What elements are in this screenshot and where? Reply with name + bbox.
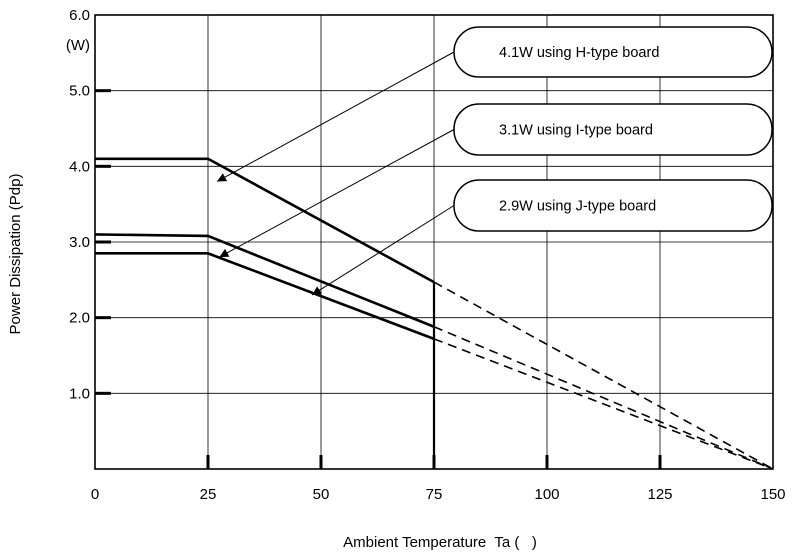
callout-label-2: 2.9W using J-type board xyxy=(499,199,656,215)
x-tick-label-125: 125 xyxy=(647,486,672,503)
y-tick-label-4: 4.0 xyxy=(69,158,90,175)
series-extrapolation-1 xyxy=(433,326,774,470)
callout-arrow-2 xyxy=(311,205,455,296)
series-line-1 xyxy=(94,233,435,328)
y-axis-unit: (W) xyxy=(66,37,90,54)
x-tick-label-50: 50 xyxy=(313,486,330,503)
x-tick-label-25: 25 xyxy=(200,486,217,503)
y-tick-label-5: 5.0 xyxy=(69,83,90,100)
y-axis-label: Power Dissipation (Pdp) xyxy=(7,174,24,335)
x-tick-label-150: 150 xyxy=(760,486,785,503)
callout-arrow-1 xyxy=(219,129,455,258)
x-tick-label-0: 0 xyxy=(91,486,99,503)
callouts: 4.1W using H-type board 3.1W using I-type… xyxy=(216,26,773,296)
series-extrapolation-2 xyxy=(433,338,774,470)
x-tick-label-100: 100 xyxy=(534,486,559,503)
tick-labels: 0 25 50 75 100 125 150 1.0 2.0 3.0 4.0 5.0 6.0 xyxy=(69,7,785,503)
series-line-2 xyxy=(95,252,435,341)
y-tick-label-1: 1.0 xyxy=(69,385,90,402)
series-line-0 xyxy=(95,157,435,284)
plot-series xyxy=(94,157,774,470)
callout-label-1: 3.1W using I-type board xyxy=(499,123,653,139)
x-axis-label: Ambient Temperature Ta ( ) xyxy=(343,534,537,551)
y-tick-label-6: 6.0 xyxy=(69,7,90,24)
callout-arrow-0 xyxy=(216,51,455,182)
series-extrapolation-0 xyxy=(433,281,774,470)
y-tick-label-3: 3.0 xyxy=(69,234,90,251)
y-tick-label-2: 2.0 xyxy=(69,310,90,327)
callout-label-0: 4.1W using H-type board xyxy=(499,45,659,61)
x-tick-label-75: 75 xyxy=(426,486,443,503)
